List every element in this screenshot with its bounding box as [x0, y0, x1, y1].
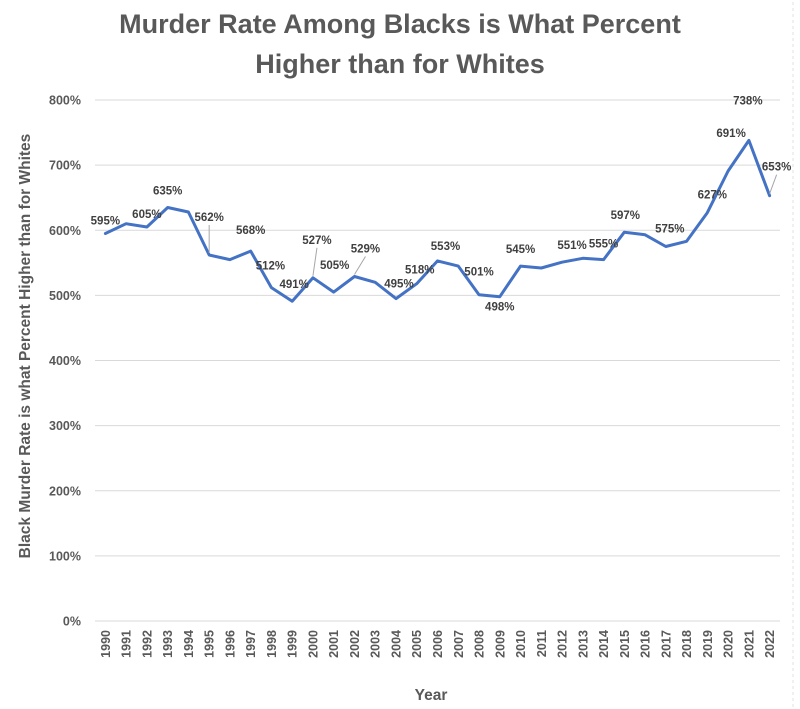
- x-tick-label: 1993: [161, 630, 175, 658]
- gridlines: [95, 99, 780, 622]
- x-tick-label: 2017: [659, 630, 673, 658]
- data-label: 653%: [762, 162, 791, 174]
- x-tick-label: 2021: [742, 630, 756, 658]
- x-tick-label: 2006: [431, 630, 445, 658]
- data-label: 691%: [716, 128, 745, 140]
- y-tick-label: 700%: [49, 159, 81, 173]
- data-label: 562%: [194, 212, 223, 224]
- data-label: 551%: [557, 240, 586, 252]
- series-layer: [103, 138, 772, 303]
- y-axis-ticks: 0% 100% 200% 300% 400% 500% 600% 700% 800%: [49, 94, 81, 629]
- data-label: 529%: [351, 243, 380, 255]
- data-label: 527%: [302, 235, 331, 247]
- data-label: 597%: [611, 210, 640, 222]
- data-label: 575%: [655, 224, 684, 236]
- data-label: 491%: [279, 279, 308, 291]
- y-tick-label: 200%: [49, 484, 81, 498]
- x-tick-label: 1995: [203, 630, 217, 658]
- y-axis-title: Black Murder Rate is what Percent Higher…: [17, 134, 34, 559]
- x-tick-label: 2003: [369, 630, 383, 658]
- data-label: 545%: [506, 244, 535, 256]
- x-tick-label: 1997: [244, 630, 258, 658]
- y-tick-label: 0%: [63, 615, 81, 629]
- y-tick-label: 300%: [49, 419, 81, 433]
- data-label: 518%: [405, 265, 434, 277]
- data-label: 555%: [589, 239, 618, 251]
- x-axis-title: Year: [415, 687, 448, 704]
- y-tick-label: 600%: [49, 224, 81, 238]
- x-tick-label: 2015: [618, 630, 632, 658]
- data-label: 495%: [384, 279, 413, 291]
- x-tick-label: 2014: [597, 630, 611, 658]
- x-tick-label: 2018: [680, 630, 694, 658]
- data-label: 738%: [733, 95, 762, 107]
- y-tick-label: 500%: [49, 289, 81, 303]
- x-tick-label: 2016: [639, 630, 653, 658]
- data-label: 498%: [485, 302, 514, 314]
- x-tick-label: 2008: [473, 630, 487, 658]
- data-label: 505%: [320, 260, 349, 272]
- data-labels: 595% 605% 635% 562% 568% 512% 491% 527% 505%529%…: [91, 95, 792, 313]
- chart-title-line-1: Murder Rate Among Blacks is What Percent: [119, 9, 681, 39]
- data-label: 568%: [236, 225, 265, 237]
- x-tick-label: 1990: [99, 630, 113, 658]
- x-tick-label: 1996: [223, 630, 237, 658]
- data-label-leader: [354, 256, 366, 275]
- y-tick-label: 100%: [49, 549, 81, 563]
- x-tick-label: 2010: [514, 630, 528, 658]
- data-label: 635%: [153, 185, 182, 197]
- x-tick-label: 2012: [556, 630, 570, 658]
- data-label: 553%: [431, 241, 460, 253]
- data-label: 627%: [698, 190, 727, 202]
- x-tick-label: 2013: [576, 630, 590, 658]
- data-label: 501%: [464, 267, 493, 279]
- x-tick-label: 2011: [535, 630, 549, 657]
- x-tick-label: 2022: [763, 630, 777, 658]
- series-line: [103, 138, 772, 303]
- x-tick-label: 2019: [701, 630, 715, 658]
- x-tick-label: 1992: [140, 630, 154, 658]
- x-tick-label: 2004: [389, 630, 403, 658]
- x-tick-label: 2002: [348, 630, 362, 658]
- x-tick-label: 2020: [722, 630, 736, 658]
- x-tick-label: 2009: [493, 630, 507, 658]
- data-label-leader: [769, 174, 778, 194]
- x-tick-label: 1994: [182, 630, 196, 658]
- y-tick-label: 800%: [49, 94, 81, 108]
- chart-title-line-2: Higher than for Whites: [255, 49, 545, 79]
- y-tick-label: 400%: [49, 354, 81, 368]
- x-tick-label: 2001: [327, 630, 341, 658]
- data-label: 512%: [256, 261, 285, 273]
- data-label: 605%: [132, 209, 161, 221]
- data-label: 595%: [91, 216, 120, 228]
- x-tick-label: 2007: [452, 630, 466, 658]
- x-axis-ticks: 1990 1991 1992 1993 1994 1995 1996 1997 1998 1999…: [99, 630, 777, 658]
- data-label-leader: [312, 247, 318, 276]
- x-tick-label: 2000: [306, 630, 320, 658]
- x-tick-label: 1998: [265, 630, 279, 658]
- x-tick-label: 1991: [120, 630, 134, 658]
- x-tick-label: 1999: [286, 630, 300, 658]
- x-tick-label: 2005: [410, 630, 424, 658]
